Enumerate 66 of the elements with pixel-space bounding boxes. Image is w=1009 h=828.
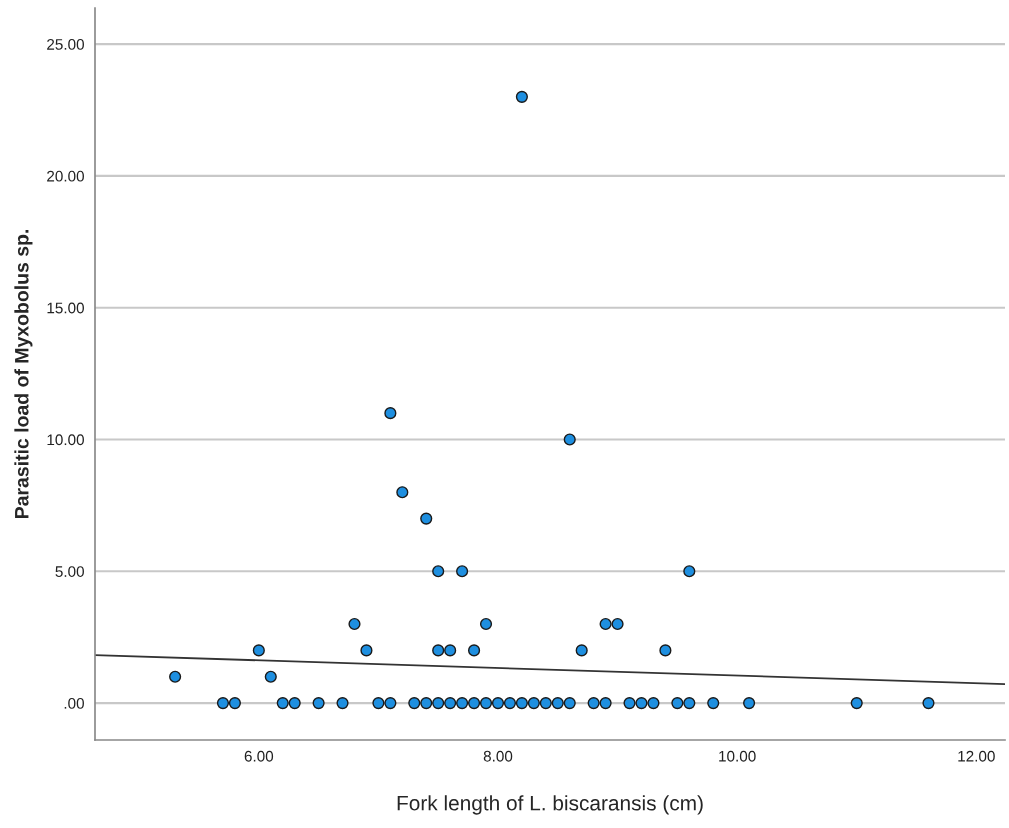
point [647, 697, 660, 710]
y-tick-label: 10.00 [47, 434, 84, 446]
point [384, 697, 397, 710]
point [444, 697, 457, 710]
point [456, 697, 469, 710]
x-tick-label: 10.00 [719, 750, 756, 762]
point [276, 697, 289, 710]
point [503, 697, 517, 710]
point [384, 407, 397, 420]
point [264, 670, 277, 683]
point [515, 697, 528, 710]
point [444, 644, 457, 657]
x-axis-title: Fork length of L. biscaransis (cm) [397, 795, 703, 815]
y-axis-title: Parasitic load of Myxobolus sp. [14, 230, 33, 519]
point [623, 697, 636, 710]
y-tick-label: 15.00 [47, 302, 84, 314]
point [527, 697, 540, 710]
point [850, 697, 863, 710]
point [707, 697, 720, 710]
point [479, 617, 493, 631]
point [432, 697, 445, 710]
point [587, 697, 600, 710]
x-tick-label: 6.00 [244, 750, 274, 762]
point [611, 617, 624, 631]
point [228, 697, 241, 710]
point [456, 565, 469, 578]
x-tick-label: 12.00 [958, 750, 995, 762]
point [288, 697, 301, 710]
y-tick-label: .00 [64, 697, 84, 709]
point [635, 697, 648, 710]
point [420, 697, 433, 710]
point [169, 670, 182, 683]
point [922, 697, 935, 710]
point [396, 486, 409, 499]
point [743, 697, 756, 710]
point [551, 697, 564, 710]
point [312, 697, 325, 710]
point [599, 617, 612, 631]
point [348, 617, 361, 631]
point [683, 565, 696, 578]
point [539, 697, 552, 710]
point [467, 644, 481, 657]
x-tick-label: 8.00 [483, 750, 513, 762]
y-tick-label: 5.00 [55, 566, 84, 577]
point [408, 697, 421, 710]
point [216, 697, 230, 710]
point [575, 644, 588, 657]
point [671, 697, 684, 710]
point [515, 90, 528, 103]
point [420, 512, 433, 525]
point [360, 644, 373, 657]
point [479, 697, 493, 710]
point [491, 697, 505, 710]
y-tick-label: 25.00 [47, 38, 84, 50]
point [599, 697, 612, 710]
point [467, 697, 481, 710]
point [683, 697, 696, 710]
point [432, 565, 445, 578]
point [252, 644, 265, 657]
point [563, 433, 576, 446]
point [659, 644, 672, 657]
point [563, 697, 576, 710]
point [336, 697, 349, 710]
point [372, 697, 385, 710]
y-tick-label: 20.00 [47, 170, 84, 182]
point [432, 644, 445, 657]
